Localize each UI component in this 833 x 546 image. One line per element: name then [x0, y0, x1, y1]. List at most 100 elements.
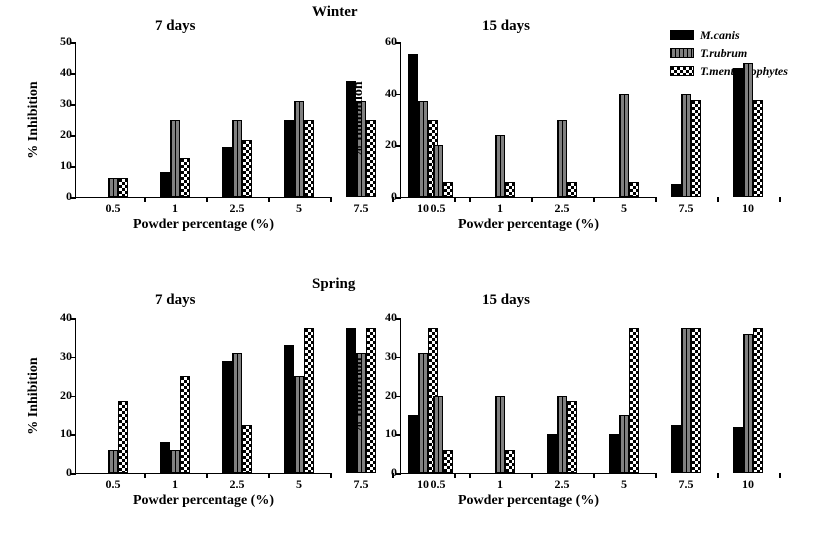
bar-trubrum [557, 396, 567, 474]
y-tick-label: 60 [367, 35, 401, 47]
x-tick-label: 1 [497, 477, 503, 492]
x-tick-mark [144, 473, 146, 478]
bar-tmenta [180, 376, 190, 473]
legend-label-mcanis: M.canis [700, 28, 740, 43]
bar-tmenta [629, 328, 639, 473]
legend-label-trubrum: T.rubrum [700, 46, 747, 61]
x-tick-label: 10 [417, 201, 429, 216]
bar-trubrum [170, 450, 180, 473]
chart-winter-7days: 01020304050% InhibitionPowder percentage… [75, 42, 331, 198]
x-tick-mark [593, 473, 595, 478]
bar-trubrum [433, 145, 443, 197]
x-tick-mark [330, 197, 332, 202]
y-tick-mark [396, 42, 401, 44]
y-tick-label: 30 [42, 97, 76, 109]
y-tick-mark [71, 434, 76, 436]
bar-mcanis [222, 147, 232, 197]
bar-trubrum [232, 353, 242, 473]
bar-trubrum [170, 120, 180, 198]
y-tick-mark [71, 42, 76, 44]
y-tick-label: 0 [42, 466, 76, 478]
x-axis-label: Powder percentage (%) [76, 493, 331, 509]
bar-tmenta [180, 158, 190, 197]
x-tick-label: 2.5 [230, 201, 245, 216]
y-tick-label: 0 [367, 190, 401, 202]
bar-trubrum [108, 450, 118, 473]
legend-item-tmenta: T.mentagrophytes [670, 62, 788, 80]
y-tick-label: 40 [42, 311, 76, 323]
legend-swatch-mcanis [670, 30, 694, 40]
y-tick-label: 30 [367, 350, 401, 362]
legend-swatch-tmenta [670, 66, 694, 76]
x-tick-label: 5 [296, 201, 302, 216]
x-tick-label: 1 [172, 201, 178, 216]
bar-trubrum [294, 376, 304, 473]
x-tick-mark [531, 197, 533, 202]
bar-tmenta [505, 182, 515, 198]
x-axis-label: Powder percentage (%) [401, 217, 656, 233]
bar-mcanis [284, 120, 294, 198]
chart-spring-7days: 010203040% InhibitionPowder percentage (… [75, 318, 331, 474]
bar-trubrum [619, 94, 629, 197]
x-tick-mark [330, 473, 332, 478]
y-tick-mark [396, 145, 401, 147]
legend-swatch-trubrum [670, 48, 694, 58]
bar-tmenta [366, 120, 376, 198]
panel-title-winter-7: 7 days [155, 18, 195, 35]
bar-trubrum [433, 396, 443, 474]
bar-trubrum [681, 328, 691, 473]
y-tick-label: 50 [42, 35, 76, 47]
y-tick-mark [396, 396, 401, 398]
x-tick-label: 10 [417, 477, 429, 492]
y-tick-mark [71, 104, 76, 106]
bar-tmenta [753, 328, 763, 473]
x-tick-mark [655, 197, 657, 202]
chart-winter-15days: 0204060% InhibitionPowder percentage (%)… [400, 42, 656, 198]
bar-mcanis [671, 425, 681, 473]
bar-tmenta [304, 120, 314, 198]
x-tick-label: 5 [621, 201, 627, 216]
y-tick-label: 10 [42, 427, 76, 439]
y-tick-mark [71, 396, 76, 398]
bar-trubrum [232, 120, 242, 198]
bar-mcanis [547, 434, 557, 473]
bar-tmenta [567, 401, 577, 473]
x-tick-mark [655, 473, 657, 478]
bar-tmenta [118, 401, 128, 473]
bar-tmenta [304, 328, 314, 473]
y-axis-label: % Inhibition [351, 81, 367, 158]
x-tick-label: 5 [296, 477, 302, 492]
y-axis-label: % Inhibition [351, 357, 367, 434]
bar-mcanis [733, 427, 743, 474]
y-tick-label: 20 [42, 389, 76, 401]
bar-tmenta [691, 328, 701, 473]
x-tick-label: 2.5 [230, 477, 245, 492]
x-tick-mark [779, 197, 781, 202]
y-tick-mark [396, 473, 401, 475]
x-tick-mark [779, 473, 781, 478]
bar-tmenta [443, 182, 453, 198]
y-tick-mark [396, 357, 401, 359]
x-tick-mark [268, 473, 270, 478]
x-tick-label: 7.5 [354, 201, 369, 216]
y-tick-label: 20 [367, 389, 401, 401]
bar-tmenta [505, 450, 515, 473]
x-tick-mark [206, 473, 208, 478]
y-tick-mark [396, 318, 401, 320]
x-tick-mark [593, 197, 595, 202]
bar-tmenta [242, 425, 252, 473]
bar-trubrum [619, 415, 629, 473]
x-tick-label: 2.5 [555, 201, 570, 216]
bar-mcanis [160, 442, 170, 473]
figure-root: { "meta": { "image_width": 833, "image_h… [0, 0, 833, 546]
x-tick-label: 10 [742, 201, 754, 216]
bar-tmenta [753, 100, 763, 197]
x-tick-mark [144, 197, 146, 202]
x-tick-label: 0.5 [106, 201, 121, 216]
bar-mcanis [671, 184, 681, 197]
y-tick-label: 10 [42, 159, 76, 171]
season-title-spring: Spring [312, 276, 355, 293]
y-tick-label: 20 [367, 138, 401, 150]
x-tick-label: 1 [172, 477, 178, 492]
y-tick-label: 0 [367, 466, 401, 478]
